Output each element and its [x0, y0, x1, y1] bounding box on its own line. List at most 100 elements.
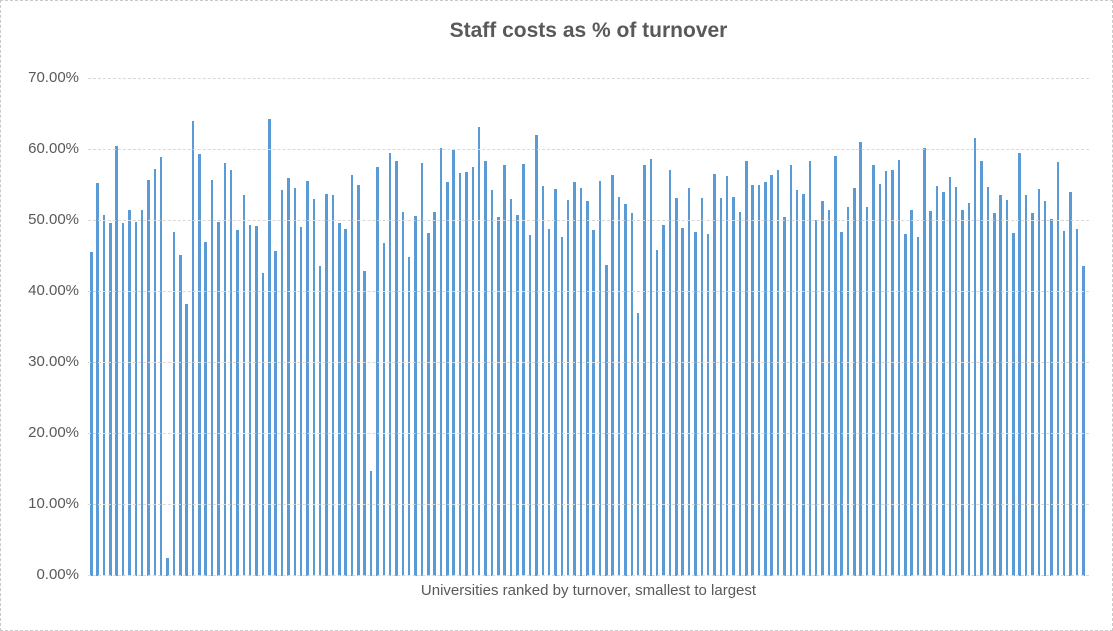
bar: [795, 189, 799, 576]
bar: [446, 181, 449, 576]
bar: [185, 304, 188, 576]
bar: [1031, 213, 1034, 576]
bar: [128, 210, 131, 576]
gridline: [88, 433, 1089, 434]
bar: [655, 250, 659, 576]
bar: [166, 557, 169, 576]
bar: [1024, 194, 1028, 576]
bar: [859, 142, 862, 576]
bar: [134, 221, 138, 576]
bars-container: [88, 78, 1089, 576]
y-tick-label: 20.00%: [28, 424, 79, 441]
bar: [471, 166, 475, 576]
bar: [770, 175, 773, 576]
bar: [745, 161, 748, 576]
bar: [865, 207, 869, 576]
bar: [516, 214, 519, 576]
gridline: [88, 504, 1089, 505]
bar: [159, 156, 163, 576]
bar: [586, 201, 589, 576]
y-axis-labels: 0.00% 10.00% 20.00% 30.00% 40.00% 50.00% 60.00…: [1, 69, 79, 583]
bar: [904, 233, 907, 576]
bar: [1037, 188, 1041, 576]
bar: [1069, 191, 1072, 576]
bar: [217, 222, 220, 576]
y-tick-label: 50.00%: [28, 211, 79, 228]
bar: [999, 195, 1002, 576]
bar: [554, 188, 557, 576]
bar: [477, 127, 481, 576]
bar: [840, 231, 843, 576]
bar: [223, 163, 227, 576]
bar: [414, 216, 417, 576]
bar: [248, 224, 252, 576]
bar: [935, 186, 939, 576]
bar: [624, 203, 627, 576]
bar: [509, 198, 513, 576]
bar: [605, 265, 608, 576]
bar: [331, 194, 335, 576]
y-tick-label: 10.00%: [28, 495, 79, 512]
bar: [140, 209, 144, 576]
bar: [522, 164, 525, 576]
bar: [662, 225, 665, 576]
bar: [198, 154, 201, 576]
bar: [967, 202, 971, 576]
bar: [350, 174, 354, 576]
bar: [90, 251, 93, 576]
bar: [713, 174, 716, 576]
bar: [675, 197, 678, 576]
bar: [306, 181, 309, 576]
bar: [484, 161, 487, 576]
y-tick-label: 0.00%: [36, 566, 79, 583]
y-tick-label: 60.00%: [28, 140, 79, 157]
bar: [102, 215, 106, 576]
bar: [541, 186, 545, 576]
bar: [382, 243, 386, 576]
bar: [808, 161, 812, 576]
bar: [338, 223, 341, 576]
gridline: [88, 575, 1089, 576]
bar: [388, 152, 392, 576]
bar: [293, 188, 296, 576]
bar: [910, 210, 913, 576]
bar: [694, 232, 697, 576]
bar: [1012, 233, 1015, 576]
bar: [681, 228, 684, 576]
bar: [732, 196, 735, 576]
bar: [1005, 200, 1009, 576]
bar: [757, 184, 761, 576]
bar: [280, 190, 284, 576]
bar: [344, 228, 347, 576]
bar: [948, 176, 952, 576]
gridline: [88, 220, 1089, 221]
plot-area: [88, 78, 1089, 576]
bar: [1056, 161, 1060, 576]
bar: [738, 211, 742, 576]
bar: [325, 193, 328, 576]
bar: [490, 189, 494, 576]
bar: [573, 181, 576, 576]
bar: [611, 174, 614, 576]
bar: [853, 188, 856, 576]
bar: [210, 179, 214, 576]
bar: [535, 134, 538, 576]
bar: [706, 233, 710, 576]
bar: [719, 198, 723, 576]
bar: [433, 212, 436, 576]
bar: [503, 164, 506, 576]
x-axis-label: Universities ranked by turnover, smalles…: [420, 582, 757, 599]
bar: [993, 213, 996, 576]
bar: [776, 169, 780, 576]
bar: [783, 217, 786, 576]
bar: [109, 223, 112, 576]
bar: [420, 162, 424, 576]
bar: [598, 181, 602, 576]
bar: [1018, 152, 1021, 576]
bar: [376, 166, 379, 576]
bar: [287, 178, 290, 576]
bar: [236, 229, 239, 576]
bar: [986, 186, 990, 576]
bar: [649, 159, 653, 576]
bar: [395, 161, 398, 576]
